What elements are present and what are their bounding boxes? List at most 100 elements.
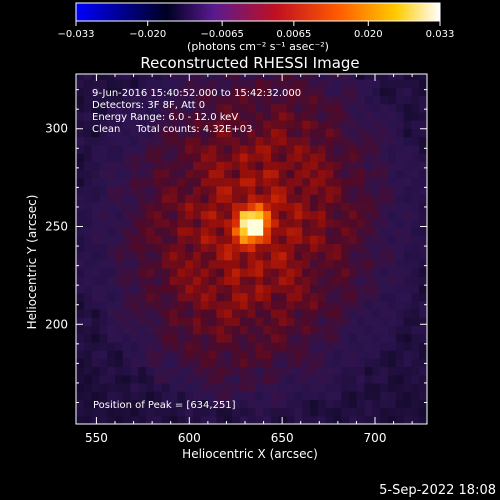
heatmap-cell bbox=[247, 185, 256, 195]
heatmap-cell bbox=[193, 235, 202, 244]
heatmap-cell bbox=[255, 74, 264, 80]
heatmap-cell bbox=[263, 79, 272, 88]
heatmap-cell bbox=[193, 259, 202, 269]
heatmap-cell bbox=[403, 79, 412, 88]
heatmap-cell bbox=[286, 210, 295, 220]
heatmap-cell bbox=[317, 185, 327, 195]
heatmap-cell bbox=[395, 292, 405, 302]
heatmap-cell bbox=[232, 95, 241, 105]
heatmap-cell bbox=[224, 276, 233, 285]
heatmap-cell bbox=[239, 144, 249, 154]
heatmap-cell bbox=[193, 128, 202, 138]
heatmap-cell bbox=[302, 276, 311, 285]
heatmap-cell bbox=[177, 235, 186, 244]
heatmap-cell bbox=[107, 374, 116, 384]
heatmap-cell bbox=[263, 161, 272, 170]
heatmap-cell bbox=[247, 243, 256, 253]
heatmap-cell bbox=[91, 251, 100, 261]
heatmap-cell bbox=[278, 136, 288, 146]
heatmap-cell bbox=[91, 268, 100, 277]
heatmap-cell bbox=[239, 235, 249, 244]
heatmap-cell bbox=[99, 202, 108, 212]
heatmap-cell bbox=[224, 136, 233, 146]
heatmap-cell bbox=[278, 226, 288, 236]
heatmap-cell bbox=[325, 325, 334, 335]
colorbar-tick-label: 0.020 bbox=[354, 29, 383, 40]
heatmap-cell bbox=[255, 317, 264, 326]
heatmap-cell bbox=[302, 382, 311, 392]
heatmap-cell bbox=[403, 317, 412, 326]
heatmap-cell bbox=[76, 226, 85, 236]
heatmap-cell bbox=[185, 218, 194, 228]
heatmap-cell bbox=[317, 374, 327, 384]
heatmap-cell bbox=[122, 415, 132, 424]
heatmap-cell bbox=[372, 333, 381, 343]
heatmap-cell bbox=[263, 268, 272, 277]
heatmap-cell bbox=[185, 169, 194, 179]
heatmap-cell bbox=[349, 87, 358, 97]
heatmap-cell bbox=[271, 317, 280, 326]
heatmap-cell bbox=[83, 218, 93, 228]
heatmap-cell bbox=[255, 341, 264, 351]
heatmap-cell bbox=[294, 235, 303, 244]
heatmap-cell bbox=[356, 128, 366, 138]
heatmap-cell bbox=[185, 382, 194, 392]
heatmap-cell bbox=[193, 169, 202, 179]
heatmap-cell bbox=[224, 128, 233, 138]
heatmap-cell bbox=[325, 210, 334, 220]
heatmap-cell bbox=[372, 87, 381, 97]
heatmap-cell bbox=[302, 226, 311, 236]
heatmap-cell bbox=[341, 194, 350, 203]
heatmap-cell bbox=[364, 226, 373, 236]
heatmap-cell bbox=[325, 111, 334, 121]
heatmap-cell bbox=[325, 317, 334, 326]
heatmap-cell bbox=[200, 185, 210, 195]
heatmap-cell bbox=[364, 74, 373, 80]
heatmap-cell bbox=[232, 202, 241, 212]
heatmap-cell bbox=[419, 235, 427, 244]
heatmap-cell bbox=[193, 210, 202, 220]
heatmap-cell bbox=[83, 226, 93, 236]
heatmap-cell bbox=[349, 350, 358, 359]
heatmap-cell bbox=[83, 407, 93, 417]
heatmap-cell bbox=[372, 235, 381, 244]
heatmap-cell bbox=[349, 374, 358, 384]
heatmap-cell bbox=[216, 87, 225, 97]
heatmap-cell bbox=[278, 341, 288, 351]
heatmap-cell bbox=[278, 74, 288, 80]
heatmap-cell bbox=[278, 333, 288, 343]
heatmap-cell bbox=[271, 103, 280, 113]
heatmap-cell bbox=[185, 95, 194, 105]
heatmap-cell bbox=[263, 144, 272, 154]
heatmap-cell bbox=[185, 177, 194, 187]
heatmap-cell bbox=[154, 292, 163, 302]
heatmap-cell bbox=[216, 120, 225, 129]
heatmap-cell bbox=[419, 251, 427, 261]
heatmap-cell bbox=[146, 74, 155, 80]
heatmap-cell bbox=[388, 358, 397, 368]
heatmap-cell bbox=[232, 153, 241, 162]
heatmap-cell bbox=[91, 136, 100, 146]
heatmap-cell bbox=[364, 161, 373, 170]
heatmap-cell bbox=[130, 407, 139, 417]
heatmap-cell bbox=[177, 226, 186, 236]
heatmap-cell bbox=[310, 309, 319, 318]
heatmap-cell bbox=[154, 243, 163, 253]
y-tick-label: 200 bbox=[45, 317, 68, 331]
heatmap-cell bbox=[395, 185, 405, 195]
heatmap-cell bbox=[271, 136, 280, 146]
heatmap-cell bbox=[169, 309, 178, 318]
heatmap-cell bbox=[286, 95, 295, 105]
heatmap-cell bbox=[286, 74, 295, 80]
heatmap-cell bbox=[325, 350, 334, 359]
heatmap-cell bbox=[302, 259, 311, 269]
heatmap-cell bbox=[263, 235, 272, 244]
heatmap-cell bbox=[271, 350, 280, 359]
heatmap-cell bbox=[333, 128, 342, 138]
heatmap-cell bbox=[333, 391, 342, 400]
heatmap-cell bbox=[271, 79, 280, 88]
heatmap-cell bbox=[185, 161, 194, 170]
heatmap-cell bbox=[372, 309, 381, 318]
colorbar-tick-label: −0.020 bbox=[129, 29, 166, 40]
heatmap-cell bbox=[356, 153, 366, 162]
